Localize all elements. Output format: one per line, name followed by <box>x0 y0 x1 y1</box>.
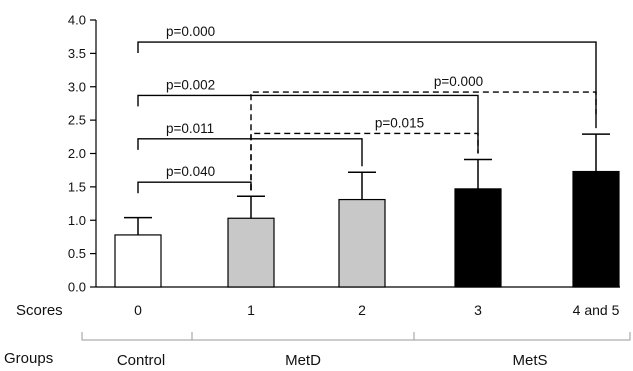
p-value-label: p=0.011 <box>166 121 214 136</box>
p-value-label: p=0.040 <box>166 164 215 179</box>
p-value-label: p=0.000 <box>434 74 483 89</box>
x-tick-label: 2 <box>358 302 366 318</box>
group-label-mets: MetS <box>512 352 547 369</box>
y-tick-label: 1.0 <box>68 213 86 228</box>
p-value-label: p=0.000 <box>166 24 215 39</box>
significance-bracket-1 <box>137 94 479 154</box>
x-tick-label: 1 <box>247 302 255 318</box>
group-divider-line <box>81 332 631 341</box>
bar-4 <box>572 170 620 288</box>
y-tick-label: 3.0 <box>68 79 86 94</box>
y-tick-label: 3.5 <box>68 46 86 61</box>
x-tick-label: 3 <box>474 302 482 318</box>
x-tick-label: 4 and 5 <box>573 302 620 318</box>
p-value-label: p=0.015 <box>375 115 424 130</box>
significance-bracket-3 <box>137 181 252 194</box>
groups-row-label: Groups <box>4 350 53 367</box>
significance-bracket-0 <box>137 41 597 129</box>
scores-row-label: Scores <box>16 302 63 319</box>
y-tick-label: 2.5 <box>68 113 86 128</box>
bar-1 <box>227 217 275 288</box>
y-tick-label: 0.5 <box>68 246 86 261</box>
bar-0 <box>114 234 162 288</box>
y-tick-label: 4.0 <box>68 13 86 28</box>
y-tick-label: 1.5 <box>68 179 86 194</box>
group-label-metd: MetD <box>285 352 321 369</box>
bar-3 <box>454 188 502 288</box>
p-value-label: p=0.002 <box>166 77 215 92</box>
y-tick-label: 2.0 <box>68 146 86 161</box>
significance-bracket-4 <box>250 91 597 191</box>
bar-2 <box>338 198 386 288</box>
y-tick-label: 0.0 <box>68 280 86 295</box>
significance-bracket-5 <box>250 132 479 191</box>
x-tick-label: 0 <box>134 302 142 318</box>
significance-bracket-2 <box>137 138 363 167</box>
group-label-control: Control <box>117 352 165 369</box>
